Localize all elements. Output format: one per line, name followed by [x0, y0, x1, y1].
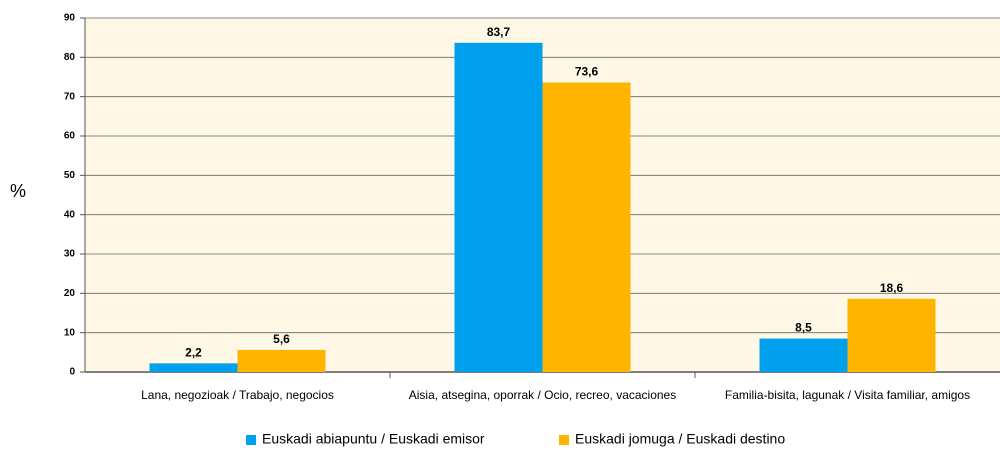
- legend-label: Euskadi abiapuntu / Euskadi emisor: [262, 431, 485, 447]
- y-tick-label: 70: [64, 91, 76, 102]
- y-tick-label: 80: [64, 52, 76, 63]
- legend-swatch: [246, 435, 256, 445]
- value-label: 2,2: [185, 346, 202, 360]
- y-tick-label: 20: [64, 288, 76, 299]
- value-label: 18,6: [880, 281, 904, 295]
- x-tick-label: Aisia, atsegina, oporrak / Ocio, recreo,…: [409, 388, 676, 402]
- value-label: 73,6: [575, 65, 599, 79]
- bar: [149, 363, 238, 372]
- y-tick-label: 30: [64, 249, 76, 260]
- y-axis-label: %: [10, 181, 26, 201]
- y-tick-label: 90: [64, 13, 76, 24]
- bar: [759, 338, 848, 372]
- legend-label: Euskadi jomuga / Euskadi destino: [575, 431, 785, 447]
- y-tick-label: 50: [64, 170, 76, 181]
- y-tick-label: 40: [64, 209, 76, 220]
- bar: [542, 82, 631, 373]
- value-label: 83,7: [487, 25, 511, 39]
- y-tick-label: 0: [69, 367, 75, 378]
- value-label: 5,6: [273, 332, 290, 346]
- value-label: 8,5: [795, 321, 812, 335]
- bar: [847, 298, 936, 372]
- y-tick-label: 10: [64, 327, 76, 338]
- bar: [237, 349, 326, 372]
- bar: [454, 42, 543, 372]
- x-tick-label: Lana, negozioak / Trabajo, negocios: [141, 388, 334, 402]
- y-tick-label: 60: [64, 131, 76, 142]
- x-tick-label: Familia-bisita, lagunak / Visita familia…: [725, 388, 970, 402]
- legend-swatch: [559, 435, 569, 445]
